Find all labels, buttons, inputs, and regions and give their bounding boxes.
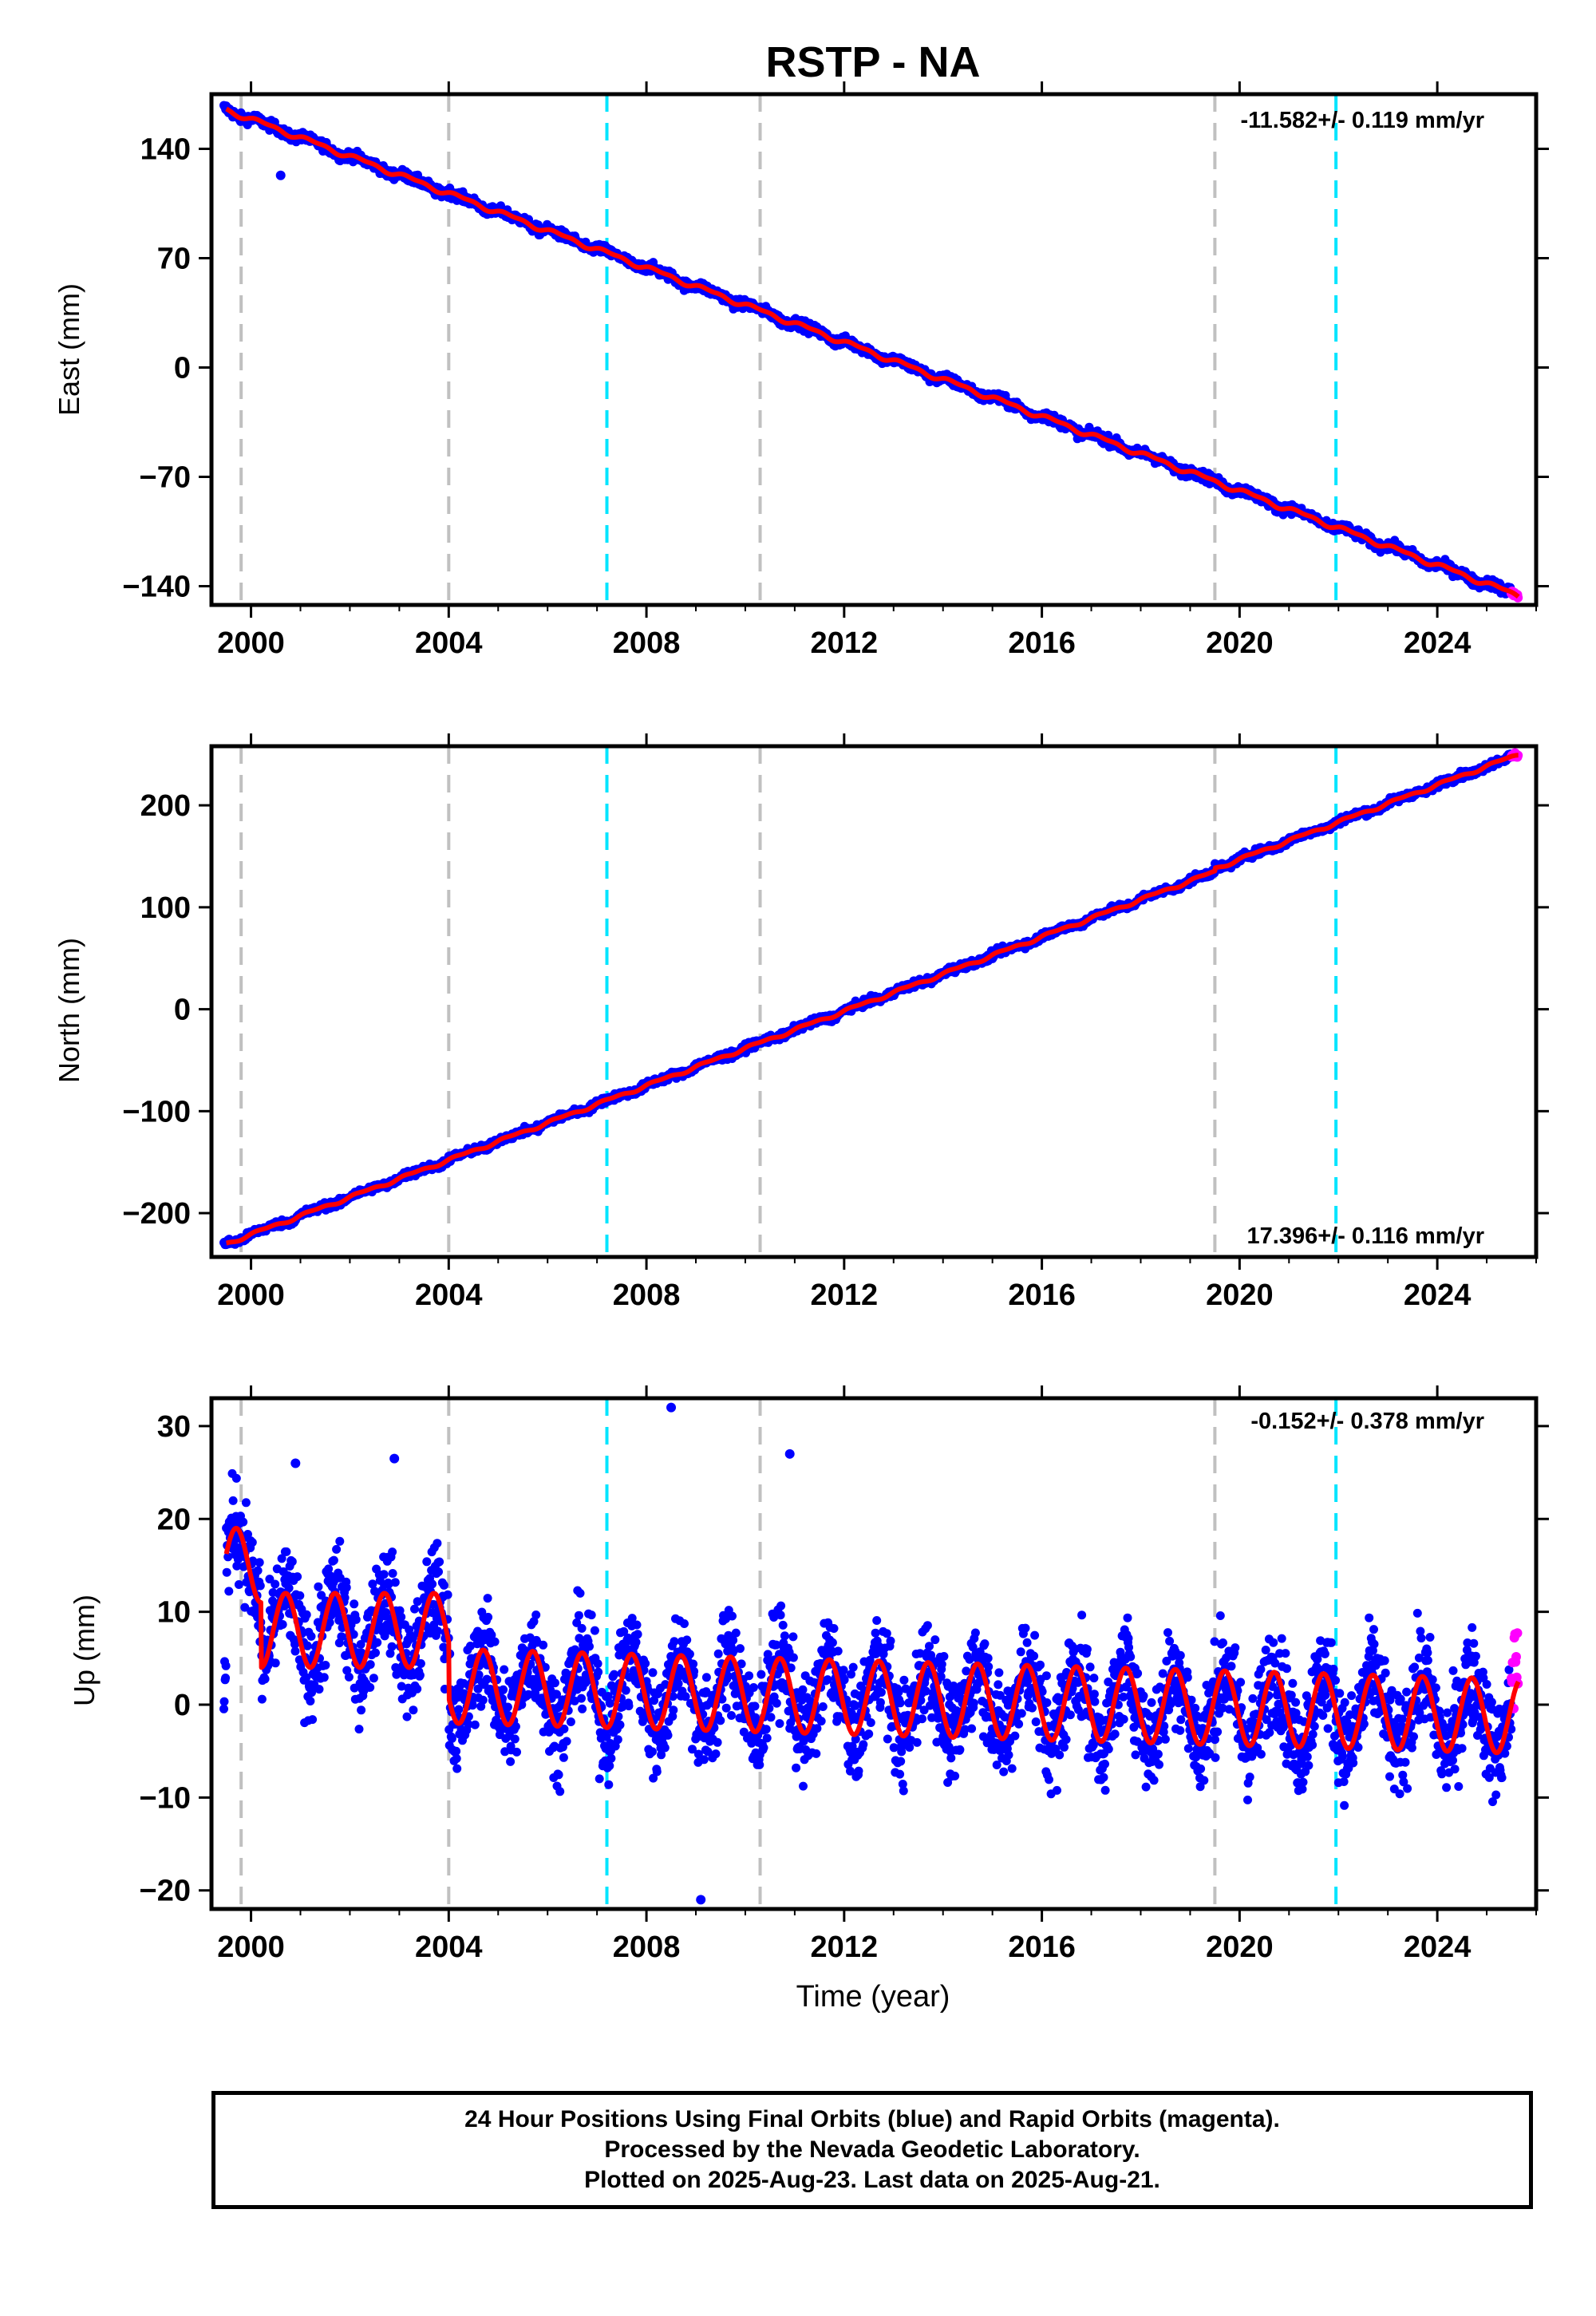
up-data-point: [413, 1684, 422, 1694]
up-data-point: [234, 1580, 243, 1589]
up-data-point: [282, 1547, 291, 1556]
north-x-tick-label: 2012: [811, 1279, 879, 1312]
up-data-point: [228, 1496, 238, 1505]
up-data-point: [287, 1557, 297, 1567]
up-data-point: [293, 1572, 302, 1582]
north-panel: 2000 2004 2008 2012 2016 2020 2024 200 100 0 −100 −…: [53, 733, 1549, 1312]
up-data-point: [290, 1646, 300, 1656]
up-data-point: [241, 1498, 251, 1508]
up-data-point: [257, 1694, 267, 1704]
north-x-tick-label: 2024: [1404, 1279, 1472, 1312]
up-data-point: [342, 1583, 351, 1592]
up-data-point: [416, 1659, 425, 1668]
up-data-point: [369, 1674, 378, 1683]
up-data-point: [231, 1473, 241, 1483]
north-x-tick-label: 2016: [1008, 1279, 1076, 1312]
up-data-point: [221, 1661, 231, 1670]
up-data-point: [302, 1610, 311, 1619]
up-data-point: [365, 1682, 375, 1692]
up-data-point: [388, 1547, 397, 1557]
east-y-tick-label: −140: [122, 571, 191, 604]
east-model-line: [224, 106, 1521, 599]
up-data-point: [314, 1685, 324, 1694]
up-data-point: [247, 1538, 257, 1547]
up-data-point: [415, 1670, 425, 1680]
up-data-point: [332, 1544, 342, 1554]
north-x-tick-label: 2008: [613, 1279, 681, 1312]
up-data-point: [306, 1697, 315, 1705]
up-data-point: [354, 1725, 364, 1734]
east-x-tick-label: 2024: [1404, 626, 1472, 660]
up-data-point: [255, 1581, 265, 1591]
north-model-line: [224, 753, 1521, 1246]
up-plot-layer: 2000 2004 2008 2012 2016 2020 20243020100−10−2…: [140, 1385, 1549, 1964]
up-data-point: [397, 1612, 406, 1622]
up-data-point: [271, 1579, 280, 1589]
north-x-tick-label: 2020: [1206, 1279, 1274, 1312]
up-data-point: [306, 1631, 316, 1641]
east-panel: 2000 2004 2008 2012 2016 2020 2024 140 70 0 −70 −14…: [53, 81, 1549, 660]
up-data-point: [239, 1517, 248, 1527]
east-y-tick-label: −70: [140, 461, 191, 495]
up-data-point: [253, 1566, 263, 1575]
east-x-tick-label: 2020: [1206, 626, 1274, 660]
east-y-tick-label: 0: [174, 352, 191, 385]
north-y-tick-label: 0: [174, 994, 191, 1027]
up-data-point: [329, 1555, 338, 1565]
up-data-point: [224, 1587, 234, 1596]
up-data-point: [319, 1673, 329, 1682]
north-y-tick-label: −100: [122, 1095, 191, 1128]
up-data-point: [388, 1569, 397, 1578]
up-data-point: [351, 1614, 361, 1624]
north-x-tick-label: 2004: [415, 1279, 483, 1312]
up-data-point: [379, 1570, 389, 1579]
east-x-tick-label: 2000: [217, 626, 285, 660]
east-x-tick-label: 2016: [1008, 626, 1076, 660]
up-data-point: [221, 1674, 231, 1682]
north-rate-label: 17.396+/- 0.116 mm/yr: [1247, 1223, 1484, 1249]
east-rate-label: -11.582+/- 0.119 mm/yr: [1240, 108, 1484, 133]
east-x-tick-label: 2004: [415, 626, 483, 660]
east-outlier-point: [275, 170, 286, 180]
up-data-point: [410, 1604, 419, 1614]
up-data-point: [335, 1536, 345, 1546]
up-data-point: [373, 1638, 382, 1647]
east-x-tick-label: 2012: [811, 626, 879, 660]
up-data-point: [308, 1715, 318, 1725]
east-ylabel: East (mm): [53, 283, 85, 416]
up-data-point: [271, 1658, 280, 1668]
up-data-point: [344, 1672, 354, 1682]
east-x-tick-label: 2008: [613, 626, 681, 660]
north-y-tick-label: 200: [140, 789, 191, 823]
north-y-tick-label: 100: [140, 891, 191, 925]
up-panel: 2000 2004 2008 2012 2016 2020 20243020100−10−2…: [68, 1385, 1549, 2014]
up-data-point: [278, 1620, 287, 1629]
up-data-point: [387, 1642, 397, 1651]
up-data-point: [409, 1705, 418, 1715]
up-data-point: [402, 1712, 412, 1721]
up-data-point: [321, 1661, 330, 1670]
up-data-point: [222, 1567, 231, 1577]
up-data-point: [260, 1674, 270, 1684]
up-data-point: [371, 1648, 380, 1658]
chart-title: RSTP - NA: [765, 38, 980, 86]
up-data-point: [390, 1578, 400, 1587]
up-data-point: [219, 1697, 229, 1706]
up-data-point: [365, 1660, 375, 1670]
east-y-tick-label: 140: [140, 133, 191, 167]
up-data-point: [255, 1558, 264, 1567]
east-plot-layer: 2000 2004 2008 2012 2016 2020 2024 140 70 0 −70 −14…: [122, 81, 1549, 660]
north-ylabel: North (mm): [53, 938, 85, 1083]
up-data-point: [314, 1582, 323, 1591]
up-data-point: [295, 1591, 305, 1600]
up-data-point: [350, 1599, 359, 1609]
north-y-tick-label: −200: [122, 1197, 191, 1231]
up-data-point: [357, 1705, 366, 1715]
north-x-tick-label: 2000: [217, 1279, 285, 1312]
east-y-tick-label: 70: [157, 243, 191, 276]
